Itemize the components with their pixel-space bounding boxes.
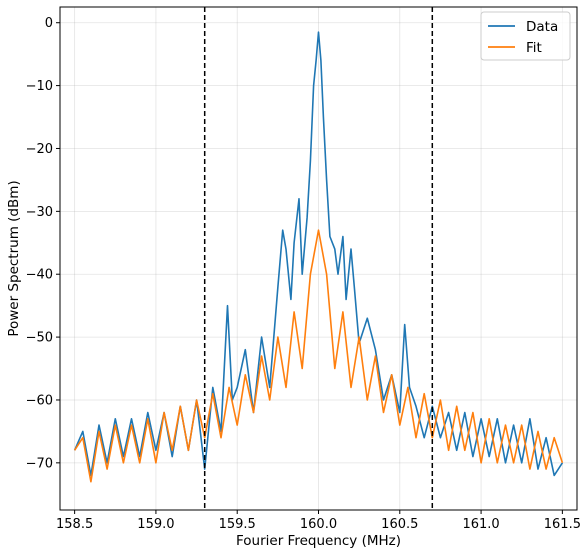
x-tick-label: 159.0 <box>137 517 174 532</box>
tick-layer: 158.5 159.0 159.5 160.0 160.5 161.0 161.5 0 −10 −… <box>26 16 581 532</box>
x-tick-label: 160.0 <box>300 517 337 532</box>
x-tick-label: 159.5 <box>219 517 256 532</box>
legend-label-fit: Fit <box>526 40 542 56</box>
legend-box <box>480 11 571 61</box>
y-tick-label: −10 <box>26 79 53 94</box>
legend: Data Fit <box>480 11 571 61</box>
legend-label-data: Data <box>526 19 558 35</box>
y-tick-label: −20 <box>26 142 53 157</box>
y-tick-label: −50 <box>26 331 53 346</box>
y-tick-label: −70 <box>26 456 53 471</box>
x-tick-label: 160.5 <box>381 517 418 532</box>
y-axis-label: Power Spectrum (dBm) <box>6 180 22 336</box>
series-layer <box>73 31 564 483</box>
y-tick-label: −30 <box>26 205 53 220</box>
x-tick-label: 161.0 <box>462 517 499 532</box>
vline-layer <box>203 7 434 510</box>
x-tick-label: 158.5 <box>56 517 93 532</box>
x-axis-label: Fourier Frequency (MHz) <box>236 533 401 549</box>
y-tick-label: −40 <box>26 268 53 283</box>
y-tick-label: 0 <box>45 16 53 31</box>
grid-layer <box>60 7 577 510</box>
series-line-fit <box>73 229 564 483</box>
x-tick-label: 161.5 <box>544 517 581 532</box>
y-tick-label: −60 <box>26 393 53 408</box>
